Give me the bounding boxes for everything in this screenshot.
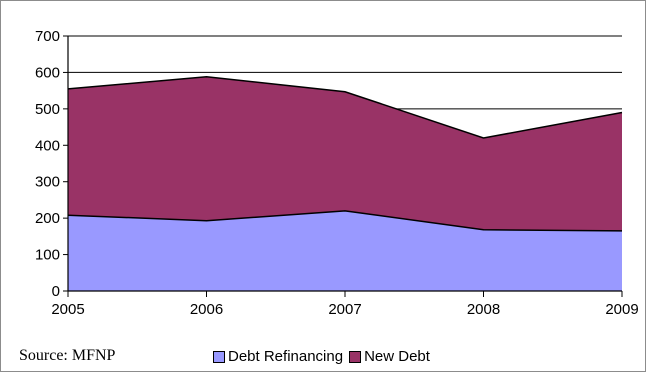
x-tick-label-2008: 2008 [467, 301, 500, 318]
legend-label-debt-refinancing: Debt Refinancing [228, 348, 344, 365]
source-note: Source: MFNP [19, 347, 116, 364]
legend-swatch-new-debt [349, 350, 362, 363]
legend-label-new-debt: New Debt [364, 348, 430, 365]
area-new-debt [68, 76, 622, 231]
legend-item-new-debt: New Debt [349, 348, 430, 365]
y-tick-label-0: 0 [52, 283, 60, 300]
legend-swatch-debt-refinancing [213, 350, 225, 363]
series-line-new-debt [67, 76, 623, 139]
x-tick-label-2006: 2006 [190, 301, 223, 318]
series-line-debt-refinancing [67, 210, 623, 232]
x-tick-label-2005: 2005 [51, 301, 84, 318]
area-debt-refinancing [68, 210, 622, 291]
y-tick-label-500: 500 [35, 101, 60, 118]
legend: Debt Refinancing New Debt [213, 348, 436, 365]
chart-footer: Source: MFNP Debt Refinancing New Debt [1, 341, 646, 371]
y-tick-label-700: 700 [35, 28, 60, 45]
x-tick-label-2007: 2007 [328, 301, 361, 318]
legend-item-debt-refinancing: Debt Refinancing [213, 348, 343, 365]
y-tick-label-300: 300 [35, 174, 60, 191]
x-tick-label-2009: 2009 [605, 301, 638, 318]
y-tick-label-100: 100 [35, 247, 60, 264]
y-tick-label-600: 600 [35, 64, 60, 81]
stacked-area-chart: 0 100 200 300 400 500 600 700 2005 2006 2007 2008 20… [35, 28, 639, 318]
y-tick-label-400: 400 [35, 137, 60, 154]
y-tick-label-200: 200 [35, 210, 60, 227]
plot-area: 0 100 200 300 400 500 600 700 2005 2006 2007 2008 20… [35, 28, 639, 318]
